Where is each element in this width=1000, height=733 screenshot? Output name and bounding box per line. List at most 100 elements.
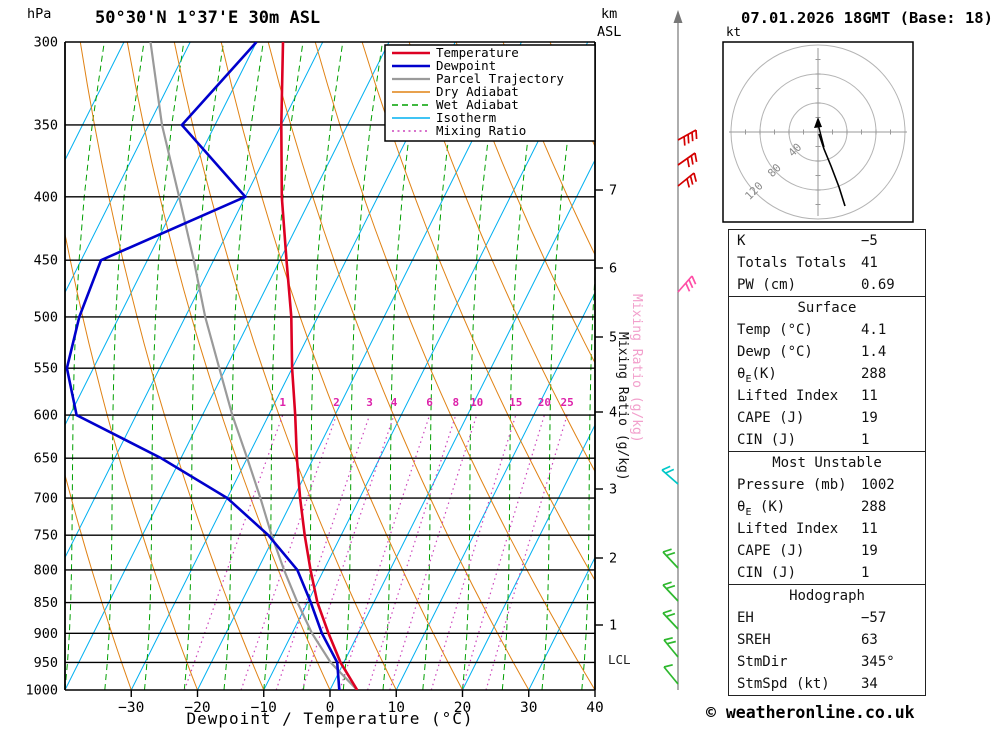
index-label: Totals Totals — [737, 255, 847, 271]
svg-text:3: 3 — [366, 396, 373, 409]
svg-text:6: 6 — [609, 261, 617, 277]
index-row: θE (K) 288 — [729, 496, 925, 518]
svg-text:800: 800 — [34, 562, 58, 578]
index-value: 41 — [861, 255, 878, 271]
index-value: 11 — [861, 388, 878, 404]
index-value: 19 — [861, 410, 878, 426]
index-row: Lifted Index 11 — [729, 518, 925, 540]
altitude-axis-unit-asl: ASL — [597, 24, 622, 40]
index-row: Temp (°C) 4.1 — [729, 319, 925, 341]
storm-motion-arrow-icon — [814, 117, 822, 128]
index-row: Dewp (°C) 1.4 — [729, 341, 925, 363]
svg-text:1: 1 — [279, 396, 286, 409]
index-value: 11 — [861, 521, 878, 537]
svg-text:750: 750 — [34, 528, 58, 544]
index-label: SREH — [737, 632, 771, 648]
svg-text:Dry Adiabat: Dry Adiabat — [436, 84, 519, 99]
mixing-ratio-axis-label-shadow: Mixing Ratio (g/kg) — [629, 294, 644, 443]
indices-table: K −5 Totals Totals 41 PW (cm) 0.69 Surface Temp… — [728, 229, 926, 696]
svg-text:1: 1 — [609, 618, 617, 634]
index-label: θE (K) — [737, 499, 786, 518]
svg-text:900: 900 — [34, 626, 58, 642]
mixing-ratio-axis-label: Mixing Ratio (g/kg) — [615, 332, 630, 481]
svg-text:550: 550 — [34, 361, 58, 377]
indices-section-header: Most Unstable — [772, 455, 882, 471]
index-label: CIN (J) — [737, 432, 797, 448]
indices-section: Surface Temp (°C) 4.1 Dewp (°C) 1.4 θE(K) 288 L… — [728, 296, 926, 452]
svg-text:2: 2 — [333, 396, 340, 409]
index-label: CAPE (J) — [737, 543, 805, 559]
dewpoint-curve — [65, 42, 341, 690]
svg-text:400: 400 — [34, 189, 58, 205]
index-row: StmSpd (kt) 34 — [729, 673, 925, 695]
index-label: PW (cm) — [737, 277, 797, 293]
index-label: StmDir — [737, 654, 788, 670]
temperature-axis-label: Dewpoint / Temperature (°C) — [186, 709, 474, 728]
svg-text:4: 4 — [609, 405, 617, 421]
wind-barb-icon — [662, 548, 679, 569]
wind-barb-icon — [663, 636, 679, 658]
parcel-trajectory-curve — [149, 42, 358, 690]
lcl-marker-label: LCL — [608, 652, 631, 667]
altitude-axis-ticks: 7 6 5 4 3 2 1 — [595, 183, 617, 634]
svg-text:20: 20 — [454, 700, 471, 716]
svg-text:Parcel Trajectory: Parcel Trajectory — [436, 71, 564, 86]
temperature-curve — [279, 42, 359, 690]
index-value: 1002 — [861, 477, 895, 493]
temperature-axis-ticks: −30 −20 −10 0 10 20 30 40 — [118, 690, 604, 716]
svg-text:650: 650 — [34, 451, 58, 467]
index-value: 0.69 — [861, 277, 895, 293]
index-value: −5 — [861, 233, 878, 249]
altitude-axis-unit-km: km — [601, 6, 618, 22]
svg-text:2: 2 — [609, 551, 617, 567]
index-label: EH — [737, 610, 754, 626]
svg-text:950: 950 — [34, 655, 58, 671]
svg-text:−10: −10 — [251, 700, 277, 716]
wind-barb-icon — [677, 152, 698, 168]
svg-text:Isotherm: Isotherm — [436, 110, 496, 125]
index-label: Lifted Index — [737, 521, 839, 537]
svg-text:850: 850 — [34, 595, 58, 611]
index-label: Lifted Index — [737, 388, 839, 404]
index-row: PW (cm) 0.69 — [729, 274, 925, 296]
svg-text:4: 4 — [391, 396, 398, 409]
index-label: CIN (J) — [737, 565, 797, 581]
svg-text:30: 30 — [520, 700, 537, 716]
index-row: CIN (J) 1 — [729, 429, 925, 451]
index-label: StmSpd (kt) — [737, 676, 830, 692]
sounding-curves — [65, 42, 359, 690]
index-value: 19 — [861, 543, 878, 559]
mixing-ratio-value-labels: 1 2 3 4 6 8 10 15 20 25 — [279, 396, 573, 409]
indices-section: Hodograph EH −57 SREH 63 StmDir 345° StmSpd (kt… — [728, 584, 926, 696]
svg-text:Mixing Ratio: Mixing Ratio — [436, 123, 526, 138]
svg-text:10: 10 — [388, 700, 405, 716]
index-row: EH −57 — [729, 607, 925, 629]
wind-barb-icon — [677, 129, 698, 146]
copyright: © weatheronline.co.uk — [706, 703, 915, 722]
index-value: 34 — [861, 676, 878, 692]
svg-text:6: 6 — [426, 396, 433, 409]
index-value: 63 — [861, 632, 878, 648]
svg-text:600: 600 — [34, 408, 58, 424]
index-row: K −5 — [729, 230, 925, 252]
index-row: Totals Totals 41 — [729, 252, 925, 274]
svg-text:300: 300 — [34, 35, 58, 51]
index-value: 4.1 — [861, 322, 887, 338]
svg-text:Wet Adiabat: Wet Adiabat — [436, 97, 519, 112]
wind-barb-icon — [677, 172, 698, 188]
svg-text:450: 450 — [34, 253, 58, 269]
index-row: CAPE (J) 19 — [729, 540, 925, 562]
indices-section: K −5 Totals Totals 41 PW (cm) 0.69 — [728, 229, 926, 297]
index-row: θE(K) 288 — [729, 363, 925, 385]
wind-barb-icon — [661, 465, 679, 485]
svg-text:5: 5 — [609, 330, 617, 346]
index-label: K — [737, 233, 746, 249]
svg-text:500: 500 — [34, 309, 58, 325]
pressure-gridlines — [64, 41, 596, 691]
hodograph-unit-label: kt — [726, 24, 742, 39]
svg-text:7: 7 — [609, 183, 617, 199]
wind-barb-icon — [662, 609, 679, 630]
